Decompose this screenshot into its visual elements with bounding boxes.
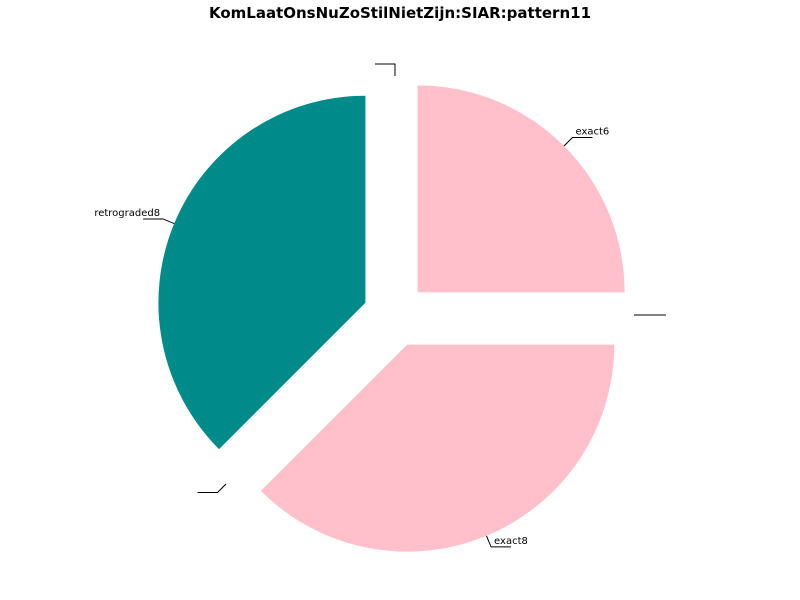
leader-line-empty-3 [197, 483, 227, 493]
pie-slice-exact8 [260, 344, 615, 552]
pie-labels: exact6 exact8 retrograded8 [94, 63, 666, 548]
slice-label-retrograded8: retrograded8 [94, 208, 160, 219]
leader-line-exact8 [485, 535, 512, 548]
slice-label-exact6: exact6 [575, 127, 609, 138]
leader-line-retrograded8 [143, 218, 175, 225]
slice-label-exact8: exact8 [494, 536, 528, 547]
leader-line-exact6 [563, 137, 593, 147]
pie-slice-exact6 [417, 85, 625, 293]
leader-line-empty-5 [375, 63, 396, 76]
pie-slice-retrograded8 [158, 95, 366, 450]
pie-slices [158, 85, 625, 552]
chart-title: KomLaatOnsNuZoStilNietZijn:SIAR:pattern1… [208, 4, 592, 22]
